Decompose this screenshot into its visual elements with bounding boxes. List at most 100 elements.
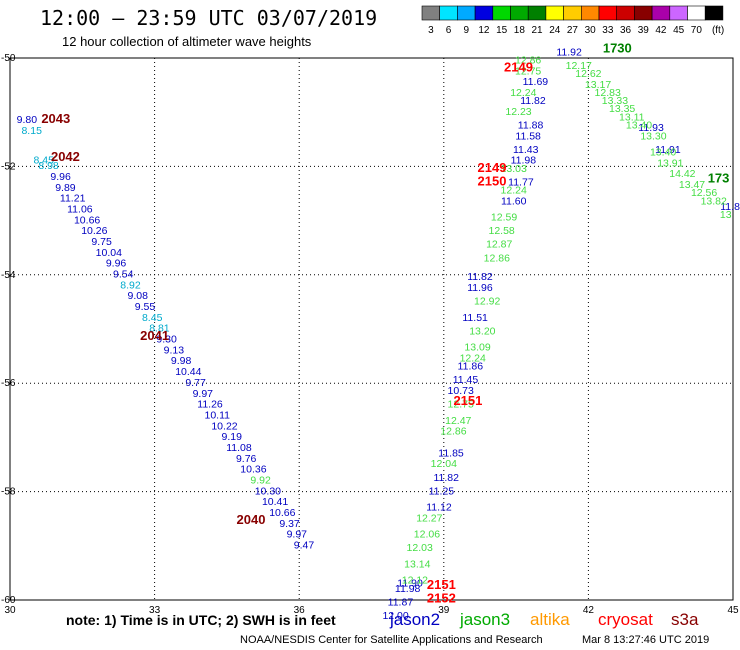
wave-height-value: 11.88 (720, 201, 740, 213)
legend-item-jason3: jason3 (460, 610, 511, 629)
wave-height-value: 9.75 (91, 236, 112, 248)
wave-height-value: 9.47 (294, 540, 315, 552)
wave-height-value: 9.54 (113, 269, 134, 281)
colorbar-label: 3 (428, 25, 434, 36)
wave-height-value: 9.30 (156, 334, 177, 346)
wave-height-value: 12.86 (515, 54, 541, 66)
colorbar-label: 15 (496, 25, 508, 36)
colorbar-label: 70 (691, 25, 703, 36)
wave-height-value: 11.12 (426, 502, 452, 514)
pass-time-label: 2152 (427, 591, 456, 606)
wave-height-value: 11.06 (67, 203, 93, 215)
wave-height-value: 9.08 (128, 290, 149, 302)
wave-height-value: 13 (720, 209, 732, 221)
wave-height-value: 12.83 (595, 87, 621, 99)
wave-height-value: 11.60 (501, 195, 527, 207)
map-frame (9, 57, 734, 601)
wave-height-value: 12.04 (431, 458, 457, 470)
wave-height-value: 12.56 (691, 187, 717, 199)
colorbar-label: 33 (602, 25, 614, 36)
page-subtitle: 12 hour collection of altimeter wave hei… (62, 34, 312, 49)
page-title: 12:00 – 23:59 UTC 03/07/2019 (40, 6, 378, 30)
wave-height-value: 11.86 (458, 361, 484, 373)
wave-height-value: 9.13 (164, 344, 185, 356)
wave-height-value: 13.33 (602, 95, 628, 107)
colorbar-label: 18 (514, 25, 526, 36)
wave-height-value: 11.08 (226, 442, 252, 454)
legend-item-s3a: s3a (671, 610, 699, 629)
wave-height-value: 9.92 (250, 474, 271, 486)
wave-height-value: 11.77 (508, 176, 534, 188)
wave-height-value: 12.86 (440, 426, 466, 438)
wave-height-value: 13.20 (469, 325, 495, 337)
wave-height-value: 12.92 (474, 296, 500, 308)
wave-height-value: 12.58 (488, 225, 514, 237)
wave-height-value: 10.11 (205, 409, 231, 421)
colorbar-label: 12 (478, 25, 490, 36)
wave-height-value: 10.41 (262, 496, 288, 508)
wave-height-value: 12.06 (414, 529, 440, 541)
wave-height-value: 10.66 (74, 214, 100, 226)
wave-height-value: 13.91 (657, 157, 683, 169)
wave-height-value: 13.09 (464, 342, 490, 354)
wave-height-value: 13.40 (626, 119, 652, 131)
wave-height-value: 12.03 (407, 542, 433, 554)
lon-tick-label: 42 (583, 605, 595, 616)
wave-height-value: 11.98 (395, 583, 421, 595)
wave-height-value: 11.43 (513, 144, 539, 156)
wave-height-value: 11.87 (388, 596, 414, 608)
footer-note: note: 1) Time is in UTC; 2) SWH is in fe… (66, 612, 336, 628)
wave-height-value: 9.55 (135, 301, 156, 313)
wave-height-value: 11.92 (556, 46, 582, 58)
pass-time-label: 2151 (427, 577, 456, 592)
wave-height-value: 10.22 (211, 420, 237, 432)
wave-height-value: 10.66 (269, 507, 295, 519)
wave-height-value: 13.14 (404, 558, 430, 570)
wave-height-value: 8.98 (38, 160, 59, 172)
wave-height-value: 13.47 (679, 179, 705, 191)
wave-height-value: 12.17 (566, 60, 592, 72)
lat-tick-label: -54 (1, 270, 16, 281)
pass-time-label: 2043 (41, 111, 70, 126)
wave-height-value: 12.24 (501, 185, 527, 197)
wave-height-value: 9.80 (17, 114, 38, 126)
wave-height-value: 12.12 (402, 575, 428, 587)
pass-time-label: 2149 (478, 160, 507, 175)
wave-height-value: 8.15 (21, 125, 42, 137)
wave-height-value: 12.75 (448, 399, 474, 411)
wave-height-value: 11.26 (197, 399, 223, 411)
colorbar-label: 39 (638, 25, 650, 36)
wave-height-value: 8.45 (142, 312, 163, 324)
wave-height-value: 9.19 (222, 431, 243, 443)
wave-height-value: 12.24 (460, 353, 486, 365)
wave-height-value: 11.93 (638, 122, 664, 134)
wave-height-value: 10.04 (96, 247, 122, 259)
wave-height-value: 13.40 (650, 147, 676, 159)
lat-tick-label: -56 (1, 378, 16, 389)
pass-time-label: 173 (708, 171, 730, 186)
wave-height-value: 9.96 (106, 258, 127, 270)
legend-item-altika: altika (530, 610, 570, 629)
colorbar-label: 6 (446, 25, 452, 36)
wave-height-value: 11.82 (520, 95, 546, 107)
wave-height-value: 8.81 (149, 323, 170, 335)
lat-tick-label: -60 (1, 595, 16, 606)
lon-tick-label: 45 (727, 605, 739, 616)
pass-time-label: 2151 (453, 393, 482, 408)
wave-height-value: 9.37 (279, 518, 300, 530)
wave-height-value: 9.77 (185, 377, 206, 389)
wave-height-value: 14.42 (669, 168, 695, 180)
wave-height-value: 10.73 (448, 385, 474, 397)
wave-height-value: 8.92 (120, 279, 141, 291)
colorbar-label: 42 (655, 25, 667, 36)
wave-height-value: 13.35 (609, 103, 635, 115)
wave-height-value: 12.59 (491, 212, 517, 224)
wave-height-value: 8.45 (34, 155, 55, 167)
wave-height-value: 11.51 (462, 312, 488, 324)
wave-height-value: 9.97 (287, 529, 308, 541)
wave-height-value: 11.88 (518, 119, 544, 131)
colorbar-label: 45 (673, 25, 685, 36)
generation-timestamp: Mar 8 13:27:46 UTC 2019 (582, 634, 710, 646)
lon-tick-label: 30 (4, 605, 16, 616)
